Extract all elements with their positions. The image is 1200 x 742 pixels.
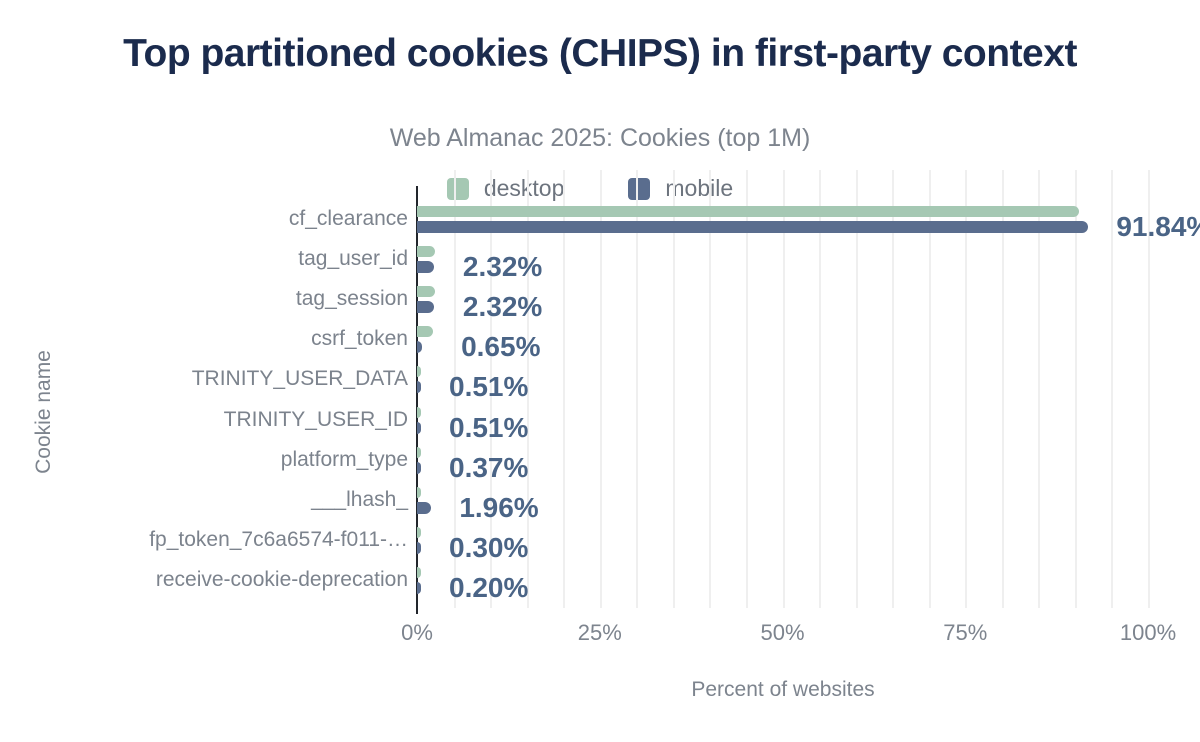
- mobile-bar: [417, 461, 421, 474]
- legend-item-desktop[interactable]: desktop: [446, 175, 565, 202]
- chart-subtitle: Web Almanac 2025: Cookies (top 1M): [389, 124, 811, 152]
- mobile-bar: [417, 221, 1089, 233]
- desktop-bar: [417, 206, 1080, 217]
- value-label: 1.96%: [459, 491, 539, 523]
- mobile-bar: [417, 501, 432, 514]
- category-label: receive-cookie-deprecation: [155, 567, 408, 591]
- gridline: [672, 170, 675, 608]
- desktop-bar: [417, 286, 435, 298]
- category-label: TRINITY_USER_ID: [223, 407, 408, 431]
- gridline: [965, 170, 968, 608]
- gridline: [1111, 170, 1114, 608]
- gridline: [928, 170, 931, 608]
- category-label: tag_user_id: [298, 247, 408, 271]
- desktop-bar: [417, 566, 421, 578]
- legend-label-desktop: desktop: [483, 175, 565, 201]
- value-label: 0.37%: [449, 451, 529, 483]
- category-label: tag_session: [295, 287, 408, 311]
- desktop-bar: [417, 246, 435, 258]
- gridline: [636, 170, 639, 608]
- value-label: 0.65%: [461, 331, 541, 363]
- category-label: csrf_token: [311, 327, 408, 351]
- gridline: [709, 170, 712, 608]
- category-label: ___lhash_: [311, 487, 408, 511]
- gridline: [599, 170, 602, 608]
- gridline: [855, 170, 858, 608]
- mobile-bar: [417, 381, 421, 394]
- value-label: 2.32%: [462, 251, 543, 283]
- gridline: [782, 170, 785, 608]
- y-axis-line: [416, 186, 418, 614]
- value-label: 2.32%: [462, 291, 543, 323]
- mobile-bar: [417, 421, 421, 434]
- gridline: [1038, 170, 1041, 608]
- gridline: [526, 170, 529, 608]
- chart-legend: desktop mobile: [0, 175, 1180, 202]
- desktop-bar: [417, 486, 421, 498]
- value-label: 0.51%: [449, 371, 529, 403]
- category-label: TRINITY_USER_DATA: [191, 367, 408, 391]
- gridline: [563, 170, 566, 608]
- chart-title: Top partitioned cookies (CHIPS) in first…: [0, 30, 1200, 78]
- value-label: 0.30%: [449, 531, 529, 563]
- gridline: [1148, 170, 1150, 608]
- x-axis-tick: 0%: [401, 620, 433, 645]
- mobile-swatch-icon: [628, 177, 651, 200]
- mobile-bar: [417, 581, 421, 594]
- value-label: 0.20%: [449, 571, 529, 603]
- x-axis-tick: 100%: [1119, 620, 1177, 645]
- desktop-swatch-icon: [446, 177, 469, 200]
- gridline: [892, 170, 895, 608]
- gridline: [490, 170, 493, 608]
- gridline: [1074, 170, 1077, 608]
- legend-item-mobile[interactable]: mobile: [628, 175, 733, 202]
- value-label: 0.51%: [449, 411, 529, 443]
- y-axis-title: Cookie name: [32, 350, 55, 474]
- desktop-bar: [417, 526, 421, 538]
- category-label: cf_clearance: [288, 207, 408, 230]
- x-axis-title: Percent of websites: [691, 678, 875, 701]
- x-axis-tick: 50%: [760, 620, 805, 645]
- category-label: platform_type: [280, 447, 408, 471]
- desktop-bar: [417, 366, 421, 378]
- mobile-bar: [417, 541, 421, 554]
- value-label: 91.84%: [1116, 211, 1200, 242]
- gridline: [453, 170, 456, 608]
- desktop-bar: [417, 446, 421, 458]
- gridline: [819, 170, 822, 608]
- chart-title-text: Top partitioned cookies (CHIPS) in first…: [123, 32, 1077, 75]
- x-axis-tick: 75%: [943, 620, 988, 645]
- gridline: [745, 170, 748, 608]
- gridline: [1001, 170, 1004, 608]
- mobile-bar: [417, 261, 434, 274]
- desktop-bar: [417, 326, 434, 338]
- x-axis-tick: 25%: [577, 620, 622, 645]
- legend-label-mobile: mobile: [665, 175, 734, 201]
- desktop-bar: [417, 406, 421, 418]
- mobile-bar: [417, 341, 422, 354]
- mobile-bar: [417, 301, 434, 314]
- category-label: fp_token_7c6a6574-f011-…: [149, 527, 408, 551]
